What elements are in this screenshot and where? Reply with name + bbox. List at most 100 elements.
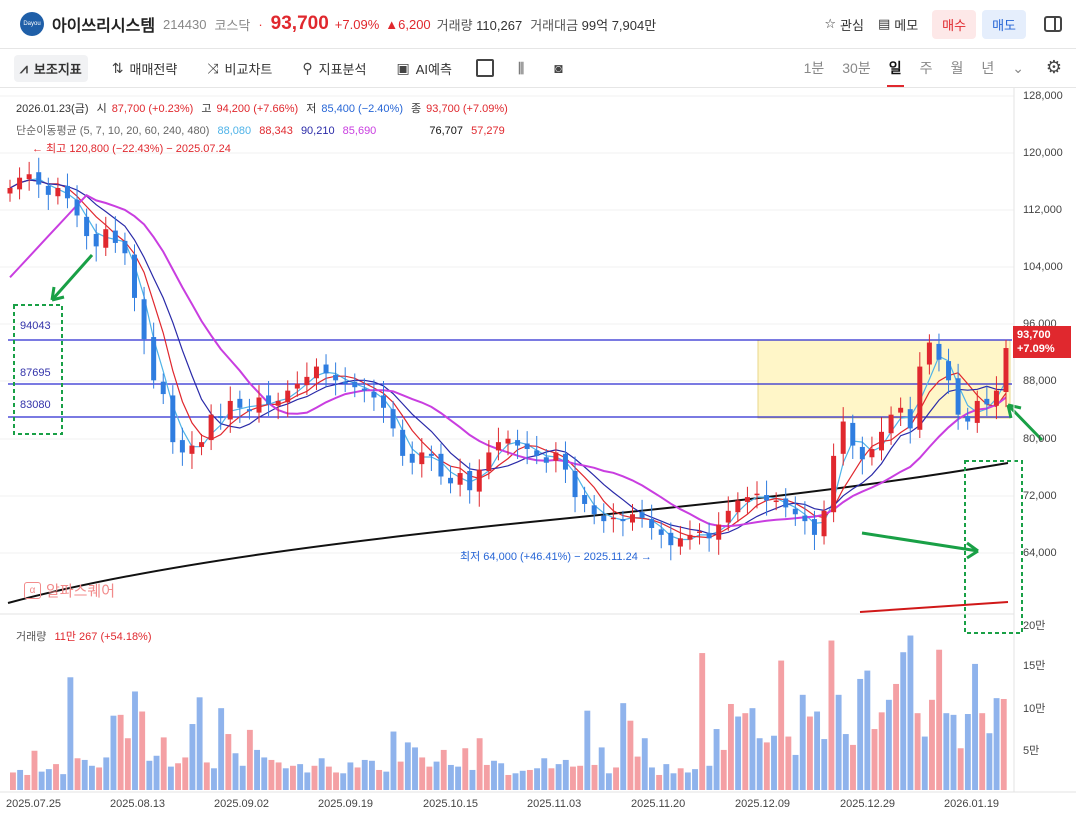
volume-bar bbox=[570, 766, 576, 790]
ohlc-info: 2026.01.23(금) 시 87,700 (+0.23%) 고 94,200 (… bbox=[16, 100, 513, 116]
candle-body bbox=[697, 531, 703, 533]
candle-body bbox=[141, 299, 147, 340]
volume-bar bbox=[641, 738, 648, 790]
candle-body bbox=[859, 446, 865, 460]
candle-body bbox=[103, 229, 109, 248]
volume-bar bbox=[404, 742, 411, 790]
candle-body bbox=[591, 505, 597, 515]
volume-tick: 10만 bbox=[1023, 703, 1046, 715]
volume-bar bbox=[447, 764, 454, 790]
candle-type-button[interactable]: ⫼ bbox=[512, 56, 530, 81]
volume-tick: 15만 bbox=[1023, 660, 1046, 672]
candle-body bbox=[946, 361, 952, 381]
sell-button[interactable]: 매도 bbox=[982, 9, 1026, 39]
volume-bar bbox=[792, 754, 799, 790]
period-1min[interactable]: 1분 bbox=[803, 60, 825, 76]
screenshot-button[interactable]: ◙ bbox=[548, 56, 568, 80]
volume-bar bbox=[232, 753, 239, 790]
candle-body bbox=[965, 416, 971, 422]
volume-bar bbox=[24, 774, 31, 790]
volume-bar bbox=[885, 699, 892, 790]
volume-bar bbox=[440, 749, 447, 790]
indicators-icon: ⩘ bbox=[20, 59, 28, 76]
candle-body bbox=[639, 512, 645, 518]
close-value: 93,700 (+7.09%) bbox=[426, 103, 508, 115]
ai-chip-icon: ▣ bbox=[396, 59, 410, 76]
price-chart[interactable] bbox=[0, 88, 1076, 827]
volume-bar bbox=[354, 767, 361, 790]
volume-bar bbox=[806, 716, 813, 790]
volume-bar bbox=[562, 759, 569, 790]
candle-body bbox=[792, 508, 798, 515]
watermark: α 알파스퀘어 bbox=[24, 580, 115, 601]
candle-body bbox=[802, 515, 808, 522]
gear-icon[interactable]: ⚙ bbox=[1045, 57, 1062, 77]
volume-bar bbox=[139, 711, 146, 790]
volume-bar bbox=[211, 768, 217, 790]
drawing-box-icon[interactable] bbox=[475, 59, 494, 77]
volume-bar bbox=[613, 767, 619, 790]
y-tick: 72,000 bbox=[1023, 490, 1057, 502]
volume-bar bbox=[756, 738, 763, 790]
separator-dot-icon: · bbox=[258, 16, 263, 32]
amount-label: 거래대금 bbox=[530, 17, 579, 33]
strategy-icon: ⇅ bbox=[111, 59, 124, 76]
strategy-button[interactable]: ⇅ 매매전략 bbox=[106, 55, 184, 82]
memo-icon: ▤ bbox=[877, 16, 891, 31]
volume-bar bbox=[182, 757, 189, 790]
candle-body bbox=[84, 216, 90, 237]
x-tick: 2025.11.20 bbox=[631, 798, 686, 810]
volume-bar bbox=[426, 766, 433, 790]
stock-code: 214430 bbox=[163, 16, 207, 32]
candle-body bbox=[974, 400, 980, 423]
period-30min[interactable]: 30분 bbox=[842, 60, 871, 76]
volume-bar bbox=[620, 703, 627, 790]
candle-body bbox=[936, 343, 942, 360]
period-week[interactable]: 주 bbox=[919, 60, 933, 76]
candle-body bbox=[811, 519, 817, 535]
ma-line bbox=[9, 179, 1007, 536]
candle-body bbox=[1003, 348, 1009, 393]
ai-predict-button[interactable]: ▣ AI예측 bbox=[390, 55, 457, 82]
analysis-button[interactable]: ⚲ 지표분석 bbox=[296, 55, 372, 82]
ai-label: AI예측 bbox=[415, 61, 452, 77]
period-day[interactable]: 일 bbox=[886, 60, 904, 87]
price-tag-pct: +7.09% bbox=[1017, 343, 1055, 355]
chevron-down-icon[interactable]: ⌄ bbox=[1012, 59, 1024, 76]
volume-bar bbox=[254, 749, 260, 790]
y-tick: 64,000 bbox=[1023, 547, 1057, 559]
stock-name[interactable]: 아이쓰리시스템 bbox=[52, 18, 156, 35]
strategy-label: 매매전략 bbox=[129, 61, 178, 77]
indicators-button[interactable]: ⩘ 보조지표 bbox=[14, 54, 88, 82]
candle-body bbox=[227, 400, 233, 420]
compare-button[interactable]: ⤨ 비교차트 bbox=[201, 55, 278, 82]
volume-bar bbox=[735, 716, 742, 790]
volume-bar bbox=[993, 698, 1000, 790]
volume-bar bbox=[519, 770, 526, 790]
volume-bar bbox=[17, 769, 24, 790]
volume-bar bbox=[720, 749, 727, 790]
volume-tick: 5만 bbox=[1023, 745, 1040, 757]
candle-body bbox=[390, 409, 396, 429]
volume-bar bbox=[864, 670, 871, 790]
volume-bar bbox=[835, 694, 842, 790]
volume-bar bbox=[634, 756, 641, 790]
side-panel-icon[interactable] bbox=[1044, 16, 1062, 32]
watch-button[interactable]: ☆ 관심 bbox=[824, 15, 864, 34]
volume-bar bbox=[88, 765, 95, 790]
buy-button[interactable]: 매수 bbox=[932, 9, 977, 39]
volume-bar bbox=[972, 663, 978, 790]
camera-icon: ◙ bbox=[554, 60, 563, 76]
x-tick: 2025.11.03 bbox=[527, 798, 582, 810]
volume-bar bbox=[397, 761, 404, 790]
period-year[interactable]: 년 bbox=[981, 60, 995, 76]
y-tick: 88,000 bbox=[1023, 375, 1057, 387]
candle-body bbox=[582, 495, 588, 504]
y-tick: 112,000 bbox=[1023, 204, 1062, 216]
volume-bar bbox=[505, 774, 512, 790]
amount-value: 99억 7,904만 bbox=[581, 17, 657, 33]
x-tick: 2025.12.29 bbox=[840, 798, 896, 810]
period-month[interactable]: 월 bbox=[950, 60, 964, 76]
info-date: 2026.01.23(금) bbox=[16, 103, 89, 115]
memo-button[interactable]: ▤ 메모 bbox=[878, 15, 918, 34]
